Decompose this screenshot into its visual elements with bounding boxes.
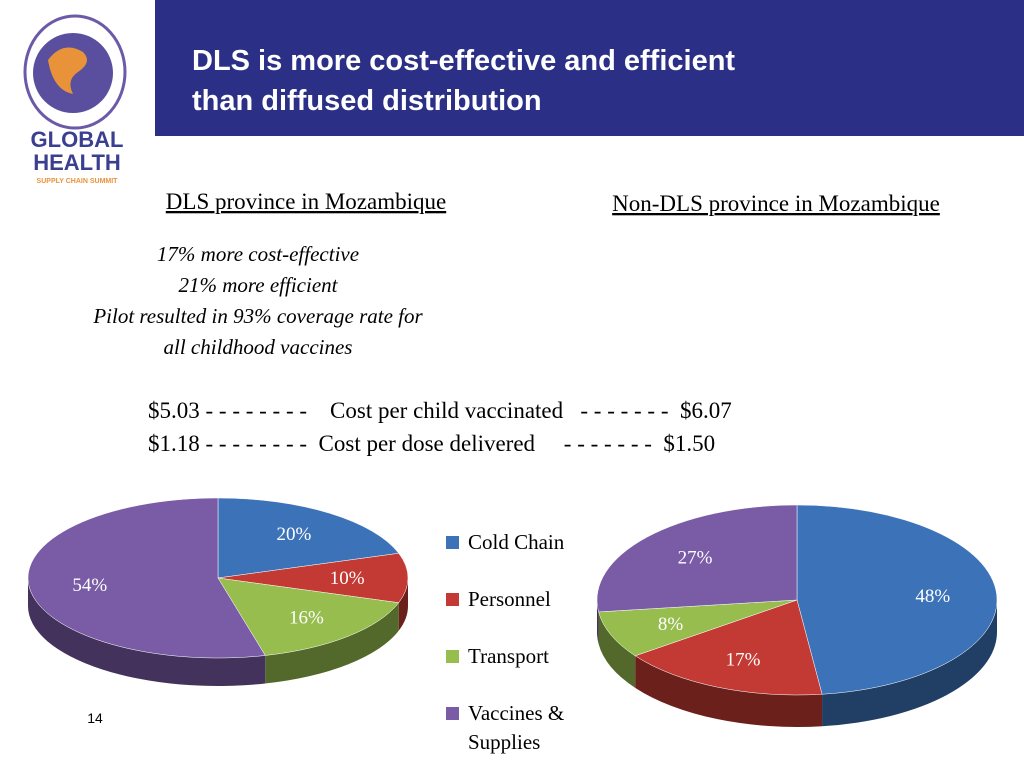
legend-item: Cold Chain xyxy=(446,528,596,557)
pie-slice xyxy=(596,504,798,613)
page-number: 14 xyxy=(87,710,103,726)
title-bar xyxy=(0,0,1024,136)
pie-side xyxy=(28,578,266,686)
pie-slice xyxy=(796,504,998,695)
pie-side xyxy=(635,655,823,727)
note: Pilot resulted in 93% coverage rate for xyxy=(92,304,423,328)
legend-item: Vaccines & Supplies xyxy=(446,699,596,757)
legend-label: Vaccines & Supplies xyxy=(468,701,565,754)
logo-text: HEALTH xyxy=(33,150,121,175)
pie-slice xyxy=(217,577,400,656)
pie-slice xyxy=(27,497,266,659)
pie-slice xyxy=(217,497,400,579)
legend-item: Personnel xyxy=(446,585,596,614)
legend-swatch xyxy=(446,650,459,663)
pie-slice xyxy=(634,599,823,696)
legend-label: Personnel xyxy=(468,587,551,611)
legend-label: Transport xyxy=(468,644,549,668)
legend-swatch xyxy=(446,593,459,606)
cost-line: $1.18 - - - - - - - - Cost per dose deli… xyxy=(148,431,715,456)
pie-side xyxy=(822,600,997,727)
note: 21% more efficient xyxy=(178,273,338,297)
logo-subtext: SUPPLY CHAIN SUMMIT xyxy=(37,178,119,185)
legend-swatch xyxy=(446,707,459,720)
data-label: 8% xyxy=(658,614,684,635)
chart-title: Non-DLS province in Mozambique xyxy=(612,191,940,216)
note: 17% more cost-effective xyxy=(157,242,359,266)
legend-swatch xyxy=(446,536,459,549)
pie-side xyxy=(265,602,399,684)
slide-title: DLS is more cost-effective and efficient xyxy=(192,45,735,77)
note: all childhood vaccines xyxy=(164,335,353,359)
cost-line: $5.03 - - - - - - - - Cost per child vac… xyxy=(148,398,732,423)
legend-item: Transport xyxy=(446,642,596,671)
slide-title: than diffused distribution xyxy=(192,85,542,117)
chart-title: DLS province in Mozambique xyxy=(166,189,446,214)
data-label: 27% xyxy=(678,547,713,568)
legend-label: Cold Chain xyxy=(468,530,565,554)
data-label: 17% xyxy=(726,649,761,670)
logo-text: GLOBAL xyxy=(31,127,124,152)
pie-slice xyxy=(217,553,409,603)
logo-continent xyxy=(48,47,87,94)
data-label: 54% xyxy=(72,575,107,596)
data-label: 20% xyxy=(277,524,312,545)
data-label: 16% xyxy=(289,608,324,629)
data-label: 10% xyxy=(330,568,365,589)
logo-ring xyxy=(23,14,127,130)
data-label: 48% xyxy=(915,586,950,607)
pie-slice xyxy=(598,599,798,657)
